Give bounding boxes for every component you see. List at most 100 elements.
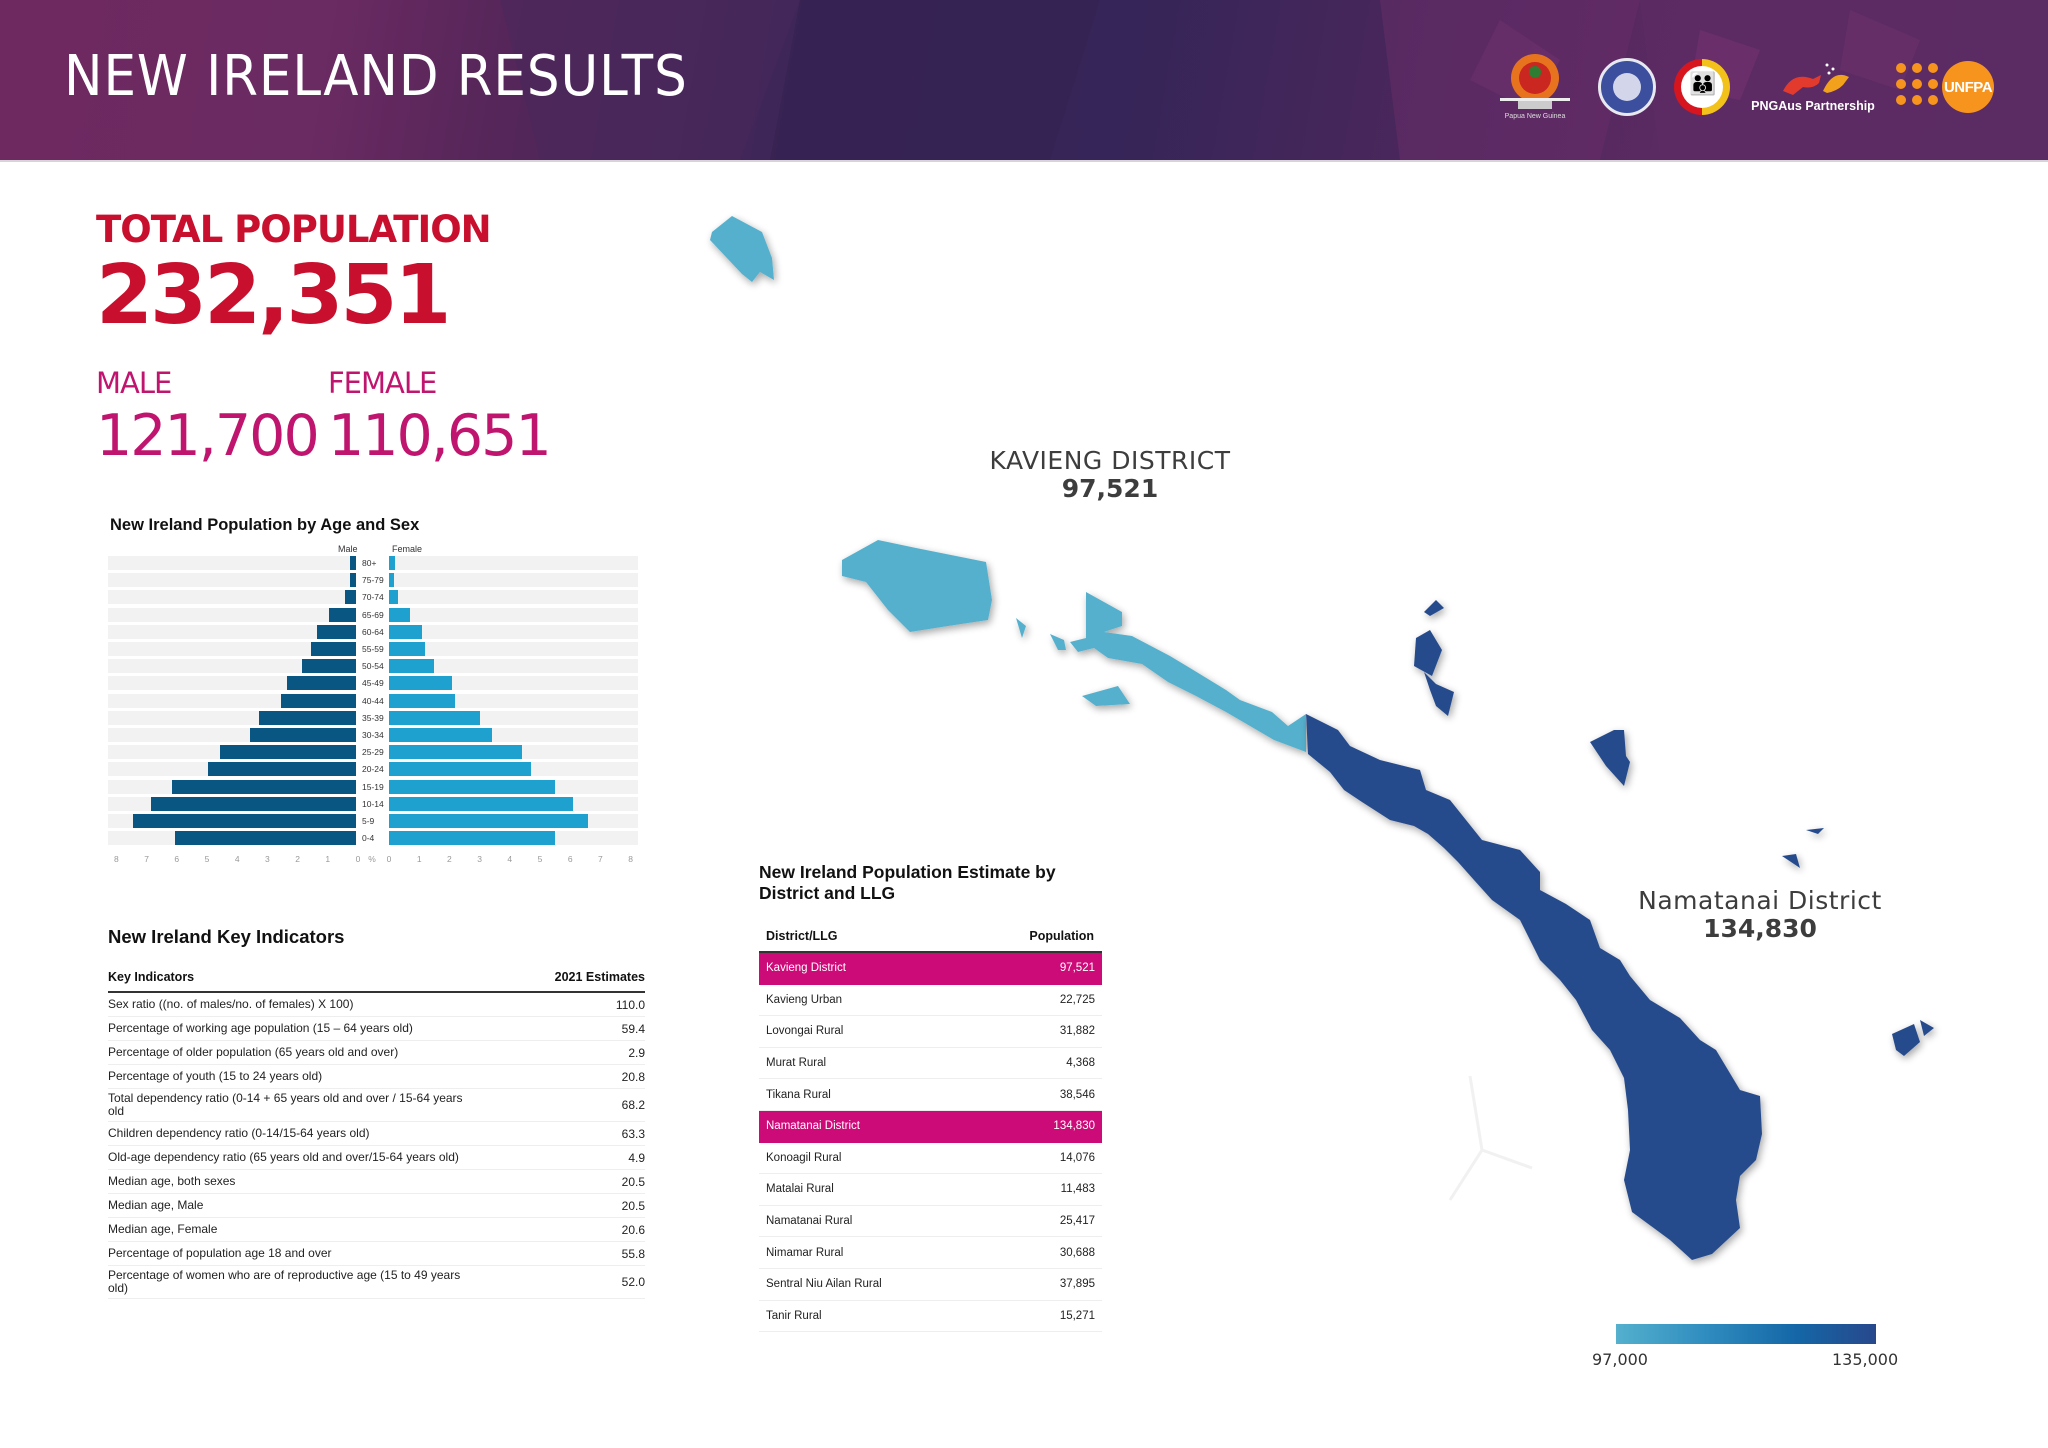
llg-population: 14,076 [1059, 1151, 1095, 1164]
namatanai-district-name: Namatanai District [1638, 886, 1882, 915]
llg-row: Nimamar Rural 30,688 [759, 1237, 1102, 1269]
pyramid-row-bg [389, 573, 638, 588]
llg-name: Tanir Rural [766, 1309, 822, 1322]
family-icon: 👪 [1689, 71, 1717, 96]
pyramid-row: 65-69 [108, 607, 638, 622]
male-bar [132, 814, 356, 828]
axis-tick: 6 [174, 854, 180, 864]
partner-logos: Papua New Guinea 👪 PNGAus Partnership UN… [1490, 52, 2006, 122]
age-group-label: 10-14 [362, 798, 384, 809]
indicator-value: 59.4 [621, 1021, 645, 1036]
pyramid-row: 60-64 [108, 624, 638, 639]
gazelle-peninsula-outline [1448, 1075, 1533, 1201]
llg-population: 25,417 [1059, 1215, 1095, 1228]
pngaus-caption: PNGAus Partnership [1751, 99, 1875, 113]
indicator-row: Old-age dependency ratio (65 years old a… [108, 1146, 645, 1170]
pyramid-row: 25-29 [108, 745, 638, 760]
male-bar [174, 831, 356, 846]
pyramid-row-bg [389, 659, 638, 674]
pyramid-row: 20-24 [108, 762, 638, 777]
unfpa-dots-icon [1896, 63, 1938, 105]
female-bar [389, 710, 480, 725]
female-bar [389, 573, 394, 588]
llg-name: Tikana Rural [766, 1088, 831, 1101]
male-bar [280, 693, 356, 708]
age-group-label: 55-59 [362, 644, 384, 654]
axis-tick: 1 [416, 854, 422, 864]
axis-tick: 0 [355, 854, 361, 864]
legend-max-value: 135,000 [1832, 1350, 1899, 1369]
male-bar [286, 676, 356, 691]
pyramid-row: 35-39 [108, 710, 638, 725]
female-bar [389, 796, 574, 811]
kavieng-district-population: 97,521 [1061, 474, 1159, 503]
llg-population: 37,895 [1059, 1278, 1095, 1291]
llg-table-header: District/LLG Population [759, 926, 1102, 953]
llg-row: Murat Rural 4,368 [759, 1048, 1102, 1080]
indicator-label: Percentage of youth (15 to 24 years old) [108, 1069, 323, 1083]
llg-row: Tanir Rural 15,271 [759, 1301, 1102, 1333]
llg-population: 15,271 [1059, 1309, 1095, 1322]
female-value: 110,651 [328, 403, 552, 469]
key-indicators-title: New Ireland Key Indicators [108, 926, 345, 947]
female-bar [389, 728, 492, 742]
indicator-value: 4.9 [628, 1150, 645, 1165]
axis-tick: 8 [628, 854, 633, 864]
namatanai-district-population: 134,830 [1703, 914, 1817, 943]
pyramid-row-bg [108, 642, 356, 656]
indicator-row: Median age, Male 20.5 [108, 1194, 645, 1218]
indicator-label: Median age, Female [108, 1222, 218, 1236]
male-bar [349, 556, 356, 570]
llg-population: 22,725 [1059, 993, 1095, 1006]
indicator-label: Percentage of older population (65 years… [108, 1045, 399, 1059]
pyramid-row: 0-4 [108, 831, 638, 846]
pyramid-row: 55-59 [108, 642, 638, 656]
male-bar [220, 745, 356, 760]
key-indicators-header: Key Indicators 2021 Estimates [108, 970, 645, 993]
age-group-label: 50-54 [362, 661, 384, 672]
female-bar [389, 693, 456, 708]
column-header-estimate: 2021 Estimates [554, 970, 645, 984]
indicator-row: Percentage of population age 18 and over… [108, 1242, 645, 1266]
male-block: MALE 121,700 [96, 366, 320, 465]
axis-tick: 7 [598, 854, 603, 864]
kavieng-district-region [710, 216, 1306, 752]
age-group-label: 35-39 [362, 712, 384, 723]
column-header-indicator: Key Indicators [108, 970, 195, 984]
pyramid-row-bg [108, 556, 356, 570]
indicator-label: Percentage of working age population (15… [108, 1021, 413, 1035]
age-group-label: 65-69 [362, 609, 384, 620]
choropleth-map [710, 216, 1934, 1260]
pyramid-title: New Ireland Population by Age and Sex [110, 516, 420, 534]
pyramid-row: 40-44 [108, 693, 638, 708]
female-bar [389, 642, 426, 656]
indicator-label: Median age, Male [108, 1198, 204, 1212]
axis-tick: 3 [477, 854, 482, 864]
llg-name: Matalai Rural [766, 1183, 834, 1196]
age-group-label: 45-49 [362, 678, 384, 689]
age-group-label: 70-74 [362, 592, 384, 603]
pyramid-row-bg [108, 573, 356, 588]
indicator-label: Total dependency ratio (0-14 + 65 years … [108, 1091, 463, 1118]
pyramid-row: 50-54 [108, 659, 638, 674]
indicator-value: 52.0 [621, 1275, 645, 1289]
indicator-row: Children dependency ratio (0-14/15-64 ye… [108, 1122, 645, 1146]
axis-tick: 8 [114, 854, 119, 864]
legend-min-value: 97,000 [1592, 1350, 1648, 1369]
male-bar [171, 779, 356, 794]
pyramid-row: 70-74 [108, 590, 638, 605]
indicator-row: Sex ratio ((no. of males/no. of females)… [108, 993, 645, 1017]
axis-tick: 5 [204, 854, 210, 864]
female-bar [389, 676, 453, 691]
male-bar [250, 728, 356, 742]
legend-gradient-bar [1616, 1324, 1876, 1344]
indicator-row: Percentage of older population (65 years… [108, 1041, 645, 1065]
population-pyramid-chart: Male Female 80+ 75-79 70-74 65-69 60-64 55-59… [108, 544, 638, 866]
axis-tick: 4 [507, 854, 513, 864]
indicator-label: Percentage of women who are of reproduct… [108, 1268, 461, 1295]
axis-tick: 3 [265, 854, 270, 864]
national-statistical-office-logo [1598, 58, 1656, 116]
age-group-label: 0-4 [362, 833, 375, 844]
total-population-label: TOTAL POPULATION [96, 208, 492, 251]
pyramid-row: 5-9 [108, 814, 638, 828]
